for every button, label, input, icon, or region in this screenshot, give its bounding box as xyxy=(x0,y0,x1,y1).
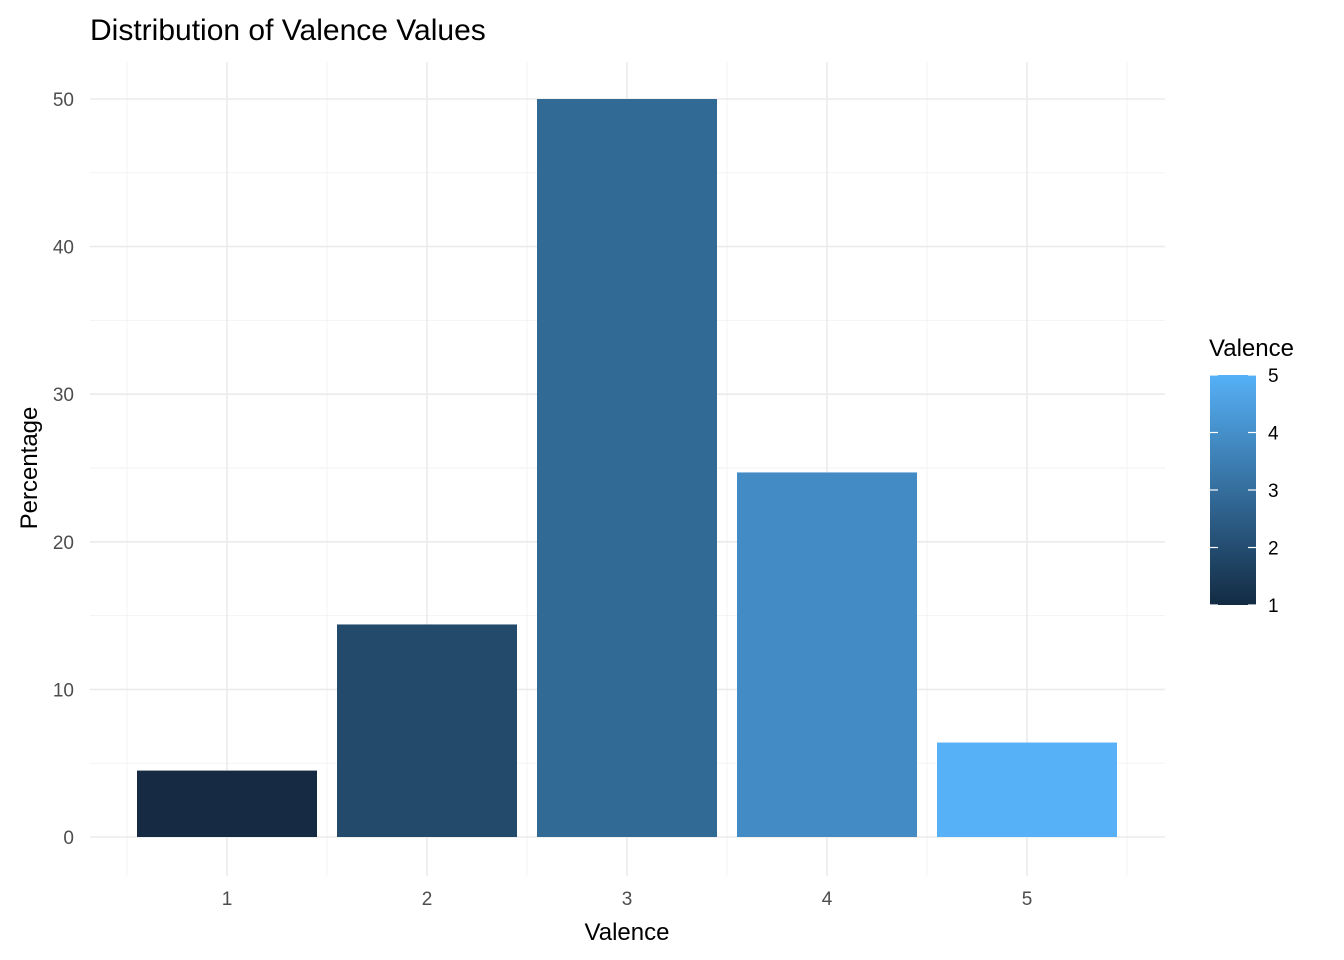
legend: Valence 5 4 3 2 1 xyxy=(1209,335,1294,617)
bar-valence-1 xyxy=(137,770,317,837)
bar-valence-5 xyxy=(937,742,1117,837)
legend-ticks: 5 4 3 2 1 xyxy=(1210,366,1279,617)
bar-valence-2 xyxy=(337,624,517,837)
x-tick-label: 5 xyxy=(1022,889,1033,910)
y-tick-label: 20 xyxy=(53,533,74,554)
legend-label: 5 xyxy=(1268,366,1279,387)
legend-label: 3 xyxy=(1268,481,1279,502)
y-axis-title: Percentage xyxy=(16,407,43,530)
x-tick-label: 4 xyxy=(822,889,833,910)
y-tick-label: 50 xyxy=(53,90,74,111)
bars xyxy=(137,99,1117,837)
x-tick-label: 2 xyxy=(422,889,433,910)
y-tick-label: 10 xyxy=(53,680,74,701)
bar-valence-3 xyxy=(537,99,717,837)
legend-label: 2 xyxy=(1268,539,1279,560)
chart-title: Distribution of Valence Values xyxy=(90,14,486,47)
x-axis-title: Valence xyxy=(585,919,670,946)
y-tick-label: 0 xyxy=(63,828,74,849)
bar-valence-4 xyxy=(737,472,917,837)
legend-label: 4 xyxy=(1268,424,1279,445)
y-tick-label: 30 xyxy=(53,385,74,406)
x-tick-label: 3 xyxy=(622,889,633,910)
tick-labels: 0 10 20 30 40 50 1 2 3 4 5 xyxy=(53,90,1032,910)
y-tick-label: 40 xyxy=(53,238,74,259)
x-tick-label: 1 xyxy=(222,889,233,910)
legend-label: 1 xyxy=(1268,596,1279,617)
legend-title: Valence xyxy=(1209,335,1294,362)
